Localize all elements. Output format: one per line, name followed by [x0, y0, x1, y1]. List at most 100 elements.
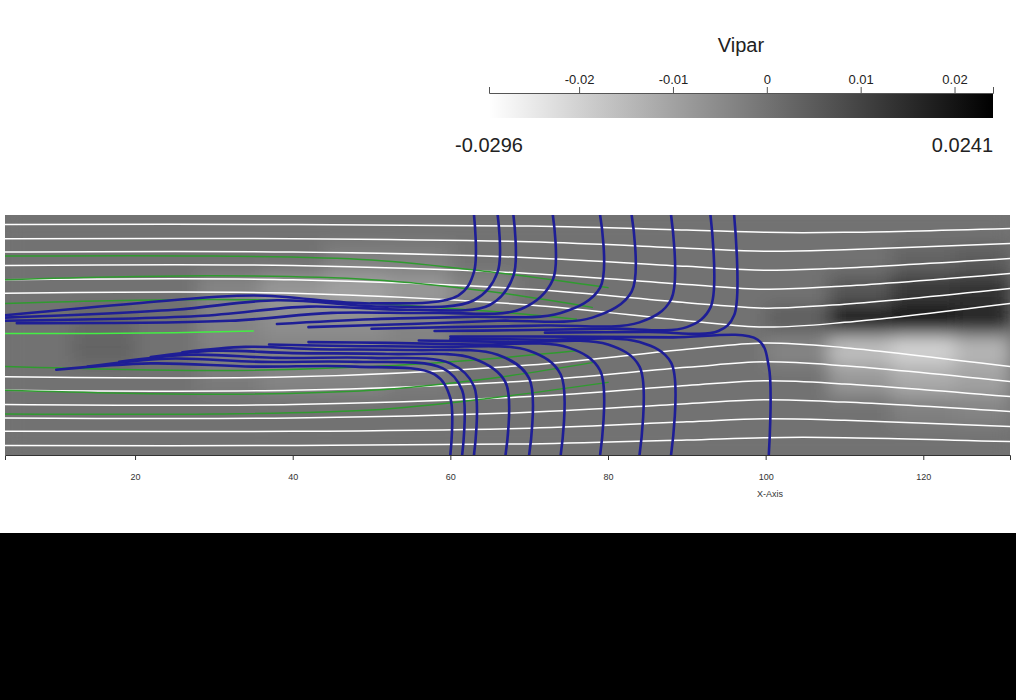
- plot-area: [5, 215, 1010, 455]
- field-cells: [5, 215, 1010, 455]
- field-cell: [513, 245, 577, 276]
- colorbar-tick-mark: [579, 87, 580, 93]
- field-cell: [198, 215, 262, 246]
- streamline: [5, 215, 500, 318]
- field-cell: [576, 215, 640, 246]
- lower-band: [0, 533, 1016, 700]
- colorbar-tick: 0: [764, 72, 771, 93]
- colorbar-tick-label: 0: [764, 72, 771, 87]
- field-cell: [5, 245, 73, 276]
- colorbar-tick-mark: [767, 87, 768, 93]
- x-tick-mark: [608, 455, 609, 460]
- colorbar-tick-mark: [861, 87, 862, 93]
- x-tick: 80: [603, 455, 613, 482]
- field-cell: [892, 305, 956, 336]
- colorbar-tick-label: -0.01: [659, 72, 689, 87]
- field-cell: [135, 215, 199, 246]
- streamline: [419, 341, 644, 455]
- streamline: [56, 363, 452, 455]
- x-tick-mark: [450, 455, 451, 460]
- field-cell: [892, 335, 956, 366]
- x-tick-label: 20: [131, 472, 141, 482]
- field-cell: [198, 425, 262, 455]
- field-cell: [387, 215, 451, 246]
- field-cell: [766, 215, 830, 246]
- colorbar-tick-label: -0.02: [565, 72, 595, 87]
- field-line: [5, 256, 608, 288]
- field-cell: [766, 305, 830, 336]
- x-tick-label: 80: [603, 472, 613, 482]
- x-tick-label: 60: [446, 472, 456, 482]
- field-cell: [261, 215, 325, 246]
- x-tick-label: 100: [759, 472, 774, 482]
- field-line: [5, 331, 253, 333]
- streamline: [182, 347, 533, 455]
- field-cell: [703, 305, 767, 336]
- colorbar-tick: 0.01: [849, 72, 874, 93]
- streamline: [372, 215, 676, 329]
- field-cell: [72, 245, 136, 276]
- x-tick: 40: [288, 455, 298, 482]
- x-tick-mark: [135, 455, 136, 460]
- x-axis-line: [6, 456, 1011, 461]
- field-cell: [5, 335, 73, 366]
- field-cell: [72, 425, 136, 455]
- field-cell: [892, 245, 956, 276]
- colorbar-tick-mark: [673, 87, 674, 93]
- field-cell: [387, 395, 451, 426]
- field-cell: [703, 425, 767, 455]
- field-line: [5, 400, 1010, 419]
- field-cell: [5, 215, 73, 246]
- field-cell: [5, 395, 73, 426]
- field-cell: [892, 275, 956, 306]
- streamline: [17, 215, 556, 323]
- x-tick: 20: [131, 455, 141, 482]
- streamline: [450, 338, 675, 455]
- streamline: [151, 351, 509, 455]
- field-cell: [261, 425, 325, 455]
- streamline: [5, 215, 476, 315]
- x-axis-title: X-Axis: [757, 489, 784, 499]
- field-cell: [324, 215, 388, 246]
- field-cell: [766, 425, 830, 455]
- colorbar-axis: -0.02 -0.01 0 0.01 0.02: [490, 72, 994, 94]
- field-cell: [829, 335, 893, 366]
- colorbar-tick: -0.01: [659, 72, 689, 93]
- streamline: [88, 359, 465, 455]
- field-cell: [324, 425, 388, 455]
- x-tick: 120: [916, 455, 931, 482]
- field-cell: [766, 335, 830, 366]
- field-cell: [135, 245, 199, 276]
- colorbar-min-label: -0.0296: [455, 134, 523, 156]
- streamline: [269, 344, 565, 455]
- field-cell: [829, 425, 893, 455]
- field-cell: [640, 245, 704, 276]
- colorbar-tick: -0.02: [565, 72, 595, 93]
- figure: 20406080100120X-Axis-0.02-0.0100.010.02V…: [0, 0, 1016, 700]
- x-tick-mark: [923, 455, 924, 460]
- x-tick: 60: [446, 455, 456, 482]
- field-line: [5, 238, 1010, 251]
- field-cell: [72, 395, 136, 426]
- field-line: [5, 224, 1010, 232]
- field-cell: [72, 215, 136, 246]
- colorbar-tick: 0.02: [942, 72, 967, 93]
- x-tick-label: 40: [288, 472, 298, 482]
- field-cell: [829, 215, 893, 246]
- x-axis: 20 40 60 80 100 120: [6, 455, 1011, 482]
- field-cell: [198, 395, 262, 426]
- colorbar: [489, 93, 993, 118]
- x-tick: 100: [759, 455, 774, 482]
- streamline: [545, 215, 738, 334]
- field-cell: [766, 275, 830, 306]
- field-cell: [513, 425, 577, 455]
- colorbar-tick-label: 0.01: [849, 72, 874, 87]
- streamline: [308, 342, 604, 455]
- field-cell: [576, 425, 640, 455]
- field-cell: [892, 395, 956, 426]
- colorbar-tick-label: 0.02: [942, 72, 967, 87]
- field-line: [5, 252, 1010, 271]
- field-cell: [135, 395, 199, 426]
- colorbar-tick-mark: [955, 87, 956, 93]
- field-cell: [640, 365, 704, 396]
